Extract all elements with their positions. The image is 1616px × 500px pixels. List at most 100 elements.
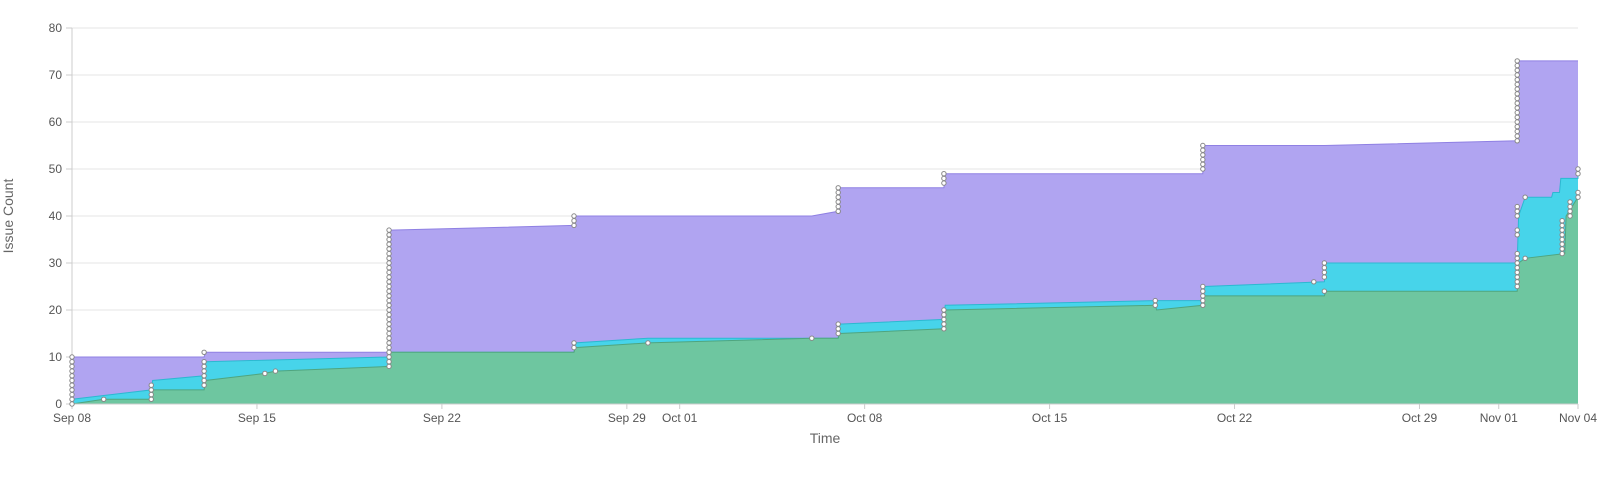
data-point[interactable] (1321, 288, 1328, 294)
data-point[interactable] (69, 382, 75, 388)
data-point[interactable] (835, 199, 841, 205)
data-point[interactable] (201, 377, 207, 384)
data-point[interactable] (1559, 246, 1565, 252)
data-point[interactable] (941, 326, 947, 332)
data-point[interactable] (1514, 105, 1520, 111)
data-point[interactable] (386, 330, 392, 337)
data-point[interactable] (69, 363, 75, 370)
data-point[interactable] (386, 293, 392, 299)
data-point[interactable] (1321, 269, 1328, 276)
data-point[interactable] (69, 354, 75, 360)
data-point[interactable] (1200, 147, 1206, 153)
data-point[interactable] (1514, 283, 1520, 290)
data-point[interactable] (148, 382, 154, 388)
data-point[interactable] (1514, 81, 1520, 88)
data-point[interactable] (1200, 283, 1206, 290)
data-point[interactable] (1575, 194, 1581, 200)
data-point[interactable] (1514, 260, 1520, 266)
data-point[interactable] (386, 326, 392, 332)
data-point[interactable] (1514, 95, 1520, 102)
data-point[interactable] (1514, 91, 1520, 97)
data-point[interactable] (69, 401, 75, 407)
data-point[interactable] (941, 175, 947, 182)
data-point[interactable] (1514, 128, 1520, 135)
data-point[interactable] (1567, 199, 1573, 205)
data-point[interactable] (69, 368, 75, 374)
data-point[interactable] (835, 194, 841, 200)
data-point[interactable] (101, 396, 107, 402)
data-point[interactable] (69, 373, 75, 379)
data-point[interactable] (386, 340, 392, 346)
data-point[interactable] (1200, 288, 1206, 294)
data-point[interactable] (386, 269, 392, 276)
data-point[interactable] (571, 340, 577, 346)
data-point[interactable] (941, 307, 947, 313)
data-point[interactable] (386, 236, 392, 243)
data-point[interactable] (1514, 58, 1520, 64)
data-point[interactable] (1514, 265, 1520, 271)
data-point[interactable] (201, 349, 207, 355)
data-point[interactable] (571, 222, 577, 229)
data-point[interactable] (1514, 109, 1520, 116)
data-point[interactable] (69, 396, 75, 402)
data-point[interactable] (941, 312, 947, 318)
data-point[interactable] (1559, 222, 1565, 229)
data-point[interactable] (386, 363, 392, 370)
data-point[interactable] (835, 203, 841, 210)
data-point[interactable] (386, 321, 392, 327)
data-point[interactable] (1575, 189, 1581, 196)
data-point[interactable] (835, 326, 841, 332)
data-point[interactable] (571, 344, 577, 351)
data-point[interactable] (1514, 232, 1520, 238)
data-point[interactable] (201, 368, 207, 374)
data-point[interactable] (941, 321, 947, 327)
data-point[interactable] (386, 283, 392, 290)
data-point[interactable] (386, 288, 392, 294)
data-point[interactable] (1514, 62, 1520, 69)
data-point[interactable] (1200, 142, 1206, 149)
data-point[interactable] (262, 370, 268, 377)
data-point[interactable] (1514, 119, 1520, 125)
data-point[interactable] (386, 297, 392, 304)
data-point[interactable] (1514, 279, 1520, 285)
data-point[interactable] (1559, 218, 1565, 224)
data-point[interactable] (386, 227, 392, 233)
data-point[interactable] (386, 232, 392, 238)
data-point[interactable] (1514, 86, 1520, 92)
data-point[interactable] (941, 316, 947, 323)
data-point[interactable] (1200, 152, 1206, 158)
data-point[interactable] (1514, 274, 1520, 280)
data-point[interactable] (201, 363, 207, 370)
data-point[interactable] (1559, 250, 1565, 257)
data-point[interactable] (1200, 297, 1206, 304)
data-point[interactable] (1559, 227, 1565, 233)
data-point[interactable] (1514, 133, 1520, 139)
data-point[interactable] (1567, 203, 1573, 210)
data-point[interactable] (835, 321, 841, 327)
data-point[interactable] (1311, 279, 1317, 285)
data-point[interactable] (645, 340, 651, 346)
data-point[interactable] (386, 316, 392, 323)
data-point[interactable] (1321, 274, 1328, 280)
data-point[interactable] (1514, 138, 1520, 144)
data-point[interactable] (1575, 171, 1581, 177)
data-point[interactable] (941, 171, 947, 177)
data-point[interactable] (1200, 166, 1206, 172)
data-point[interactable] (1514, 208, 1520, 215)
data-point[interactable] (69, 391, 75, 398)
data-point[interactable] (1514, 77, 1520, 83)
data-point[interactable] (571, 213, 577, 219)
data-point[interactable] (1514, 72, 1520, 78)
data-point[interactable] (1321, 265, 1328, 271)
data-point[interactable] (1567, 213, 1573, 219)
data-point[interactable] (809, 335, 815, 341)
data-point[interactable] (835, 330, 841, 337)
data-point[interactable] (835, 185, 841, 191)
data-point[interactable] (1567, 208, 1573, 215)
data-point[interactable] (386, 241, 392, 247)
data-point[interactable] (201, 373, 207, 379)
data-point[interactable] (69, 359, 75, 365)
data-point[interactable] (1514, 100, 1520, 106)
data-point[interactable] (1559, 241, 1565, 247)
data-point[interactable] (571, 218, 577, 224)
